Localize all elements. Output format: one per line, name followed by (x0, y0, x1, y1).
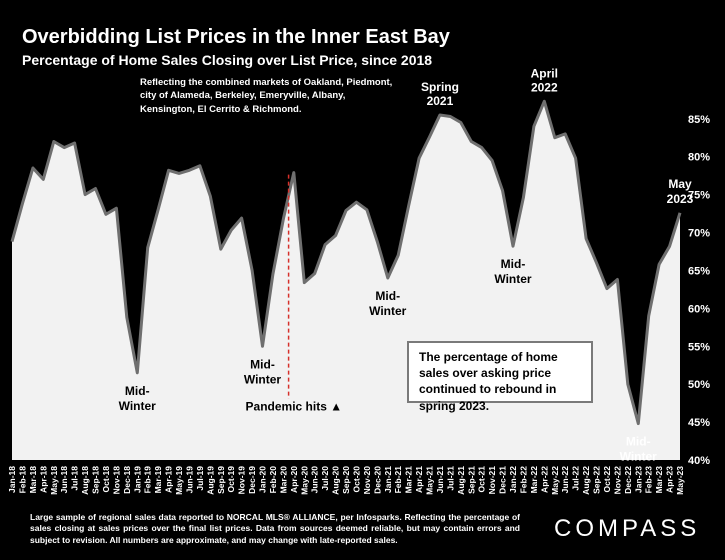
x-tick-label: Jan-23 (633, 466, 643, 493)
annotation-label: Spring 2021 (421, 80, 459, 108)
x-tick-label: Mar-23 (654, 466, 664, 494)
y-tick-label: 70% (688, 228, 710, 240)
x-tick-label: Nov-22 (612, 466, 622, 495)
x-tick-label: Dec-22 (623, 466, 633, 494)
x-tick-label: Mar-21 (404, 466, 414, 494)
x-tick-label: Nov-21 (487, 466, 497, 495)
x-tick-label: Jul-22 (571, 466, 581, 491)
callout-box: The percentage of home sales over asking… (407, 341, 593, 413)
x-tick-label: Jun-18 (59, 466, 69, 494)
chart-title: Overbidding List Prices in the Inner Eas… (22, 26, 450, 48)
x-tick-label: Oct-18 (101, 466, 111, 493)
x-tick-label: Oct-19 (226, 466, 236, 493)
x-tick-label: Oct-20 (351, 466, 361, 493)
y-tick-label: 75% (688, 190, 710, 202)
annotation-label: May 2023 (667, 177, 694, 206)
x-tick-label: Sep-19 (216, 466, 226, 494)
annotation-label: Mid-Winter (244, 357, 282, 386)
x-tick-label: Feb-21 (393, 466, 403, 494)
market-note: Reflecting the combined markets of Oakla… (140, 77, 393, 115)
x-tick-label: Apr-22 (539, 466, 549, 493)
annotation-label: Mid-Winter (369, 289, 407, 318)
x-tick-label: Jun-22 (560, 466, 570, 494)
x-tick-label: Aug-19 (205, 466, 215, 495)
x-tick-label: Aug-22 (581, 466, 591, 495)
x-tick-label: Sep-22 (592, 466, 602, 494)
x-tick-label: May-20 (299, 466, 309, 495)
x-tick-label: Aug-18 (80, 466, 90, 495)
x-tick-label: Jun-19 (184, 466, 194, 494)
x-tick-label: Mar-20 (278, 466, 288, 494)
marker-label: More overbidding ▲ (246, 137, 362, 151)
x-tick-label: Jun-20 (310, 466, 320, 494)
x-tick-label: Feb-18 (17, 466, 27, 494)
x-tick-label: Sep-20 (341, 466, 351, 494)
x-tick-label: Dec-20 (372, 466, 382, 494)
x-tick-label: Jan-22 (508, 466, 518, 493)
y-tick-label: 65% (688, 265, 710, 277)
x-tick-label: Apr-20 (289, 466, 299, 493)
x-tick-label: Apr-19 (164, 466, 174, 493)
y-tick-label: 55% (688, 341, 710, 353)
x-tick-label: Jul-20 (320, 466, 330, 491)
x-tick-label: Aug-21 (456, 466, 466, 495)
chart-subtitle: Percentage of Home Sales Closing over Li… (22, 52, 433, 68)
x-tick-label: Nov-19 (237, 466, 247, 495)
x-tick-label: Aug-20 (331, 466, 341, 495)
x-tick-label: Jan-19 (132, 466, 142, 493)
x-tick-label: Jul-19 (195, 466, 205, 491)
marker-label: Pandemic hits ▲ (246, 400, 343, 414)
y-tick-label: 85% (688, 114, 710, 126)
x-tick-label: Dec-18 (122, 466, 132, 494)
annotation-label: Mid-Winter (494, 257, 532, 286)
annotation-label: April 2022 (531, 66, 558, 94)
x-tick-label: Jul-18 (70, 466, 80, 491)
area-fill (12, 101, 680, 461)
x-tick-label: Mar-22 (529, 466, 539, 494)
y-tick-label: 40% (688, 455, 710, 467)
x-tick-label: May-21 (425, 466, 435, 495)
y-tick-label: 50% (688, 379, 710, 391)
y-tick-label: 60% (688, 303, 710, 315)
x-tick-label: May-18 (49, 466, 59, 495)
x-tick-label: Jun-21 (435, 466, 445, 494)
x-tick-label: Dec-21 (498, 466, 508, 494)
x-tick-label: Apr-18 (38, 466, 48, 493)
x-tick-label: Jan-20 (258, 466, 268, 493)
x-tick-label: Apr-23 (665, 466, 675, 493)
footer-disclaimer: Large sample of regional sales data repo… (30, 512, 520, 545)
x-tick-label: Mar-18 (28, 466, 38, 494)
y-tick-label: 80% (688, 152, 710, 164)
x-tick-label: May-19 (174, 466, 184, 495)
annotation-label: Spring 2019 (170, 134, 208, 163)
compass-logo: COMPASS (554, 515, 701, 542)
x-tick-label: Dec-19 (247, 466, 257, 494)
x-tick-label: May-23 (675, 466, 685, 495)
x-tick-label: Nov-20 (362, 466, 372, 495)
x-tick-label: Oct-22 (602, 466, 612, 493)
x-tick-label: Jul-21 (445, 466, 455, 491)
x-tick-label: Feb-23 (644, 466, 654, 494)
annotation-label: Mid-Winter (119, 384, 157, 413)
x-tick-label: Jan-21 (383, 466, 393, 493)
x-tick-label: Sep-21 (466, 466, 476, 494)
x-tick-label: Apr-21 (414, 466, 424, 493)
x-tick-label: Sep-18 (91, 466, 101, 494)
x-tick-label: Feb-20 (268, 466, 278, 494)
x-tick-label: Mar-19 (153, 466, 163, 494)
x-tick-label: Oct-21 (477, 466, 487, 493)
y-tick-label: 45% (688, 417, 710, 429)
x-tick-label: Feb-19 (143, 466, 153, 494)
x-tick-label: Nov-18 (111, 466, 121, 495)
annotation-label: Fall 2020 (343, 166, 370, 195)
annotation-label: Spring 2018 (35, 106, 73, 135)
x-tick-label: May-22 (550, 466, 560, 495)
annotation-label: Mid-Winter (620, 435, 658, 464)
x-tick-label: Feb-22 (518, 466, 528, 494)
x-tick-label: Jan-18 (7, 466, 17, 493)
